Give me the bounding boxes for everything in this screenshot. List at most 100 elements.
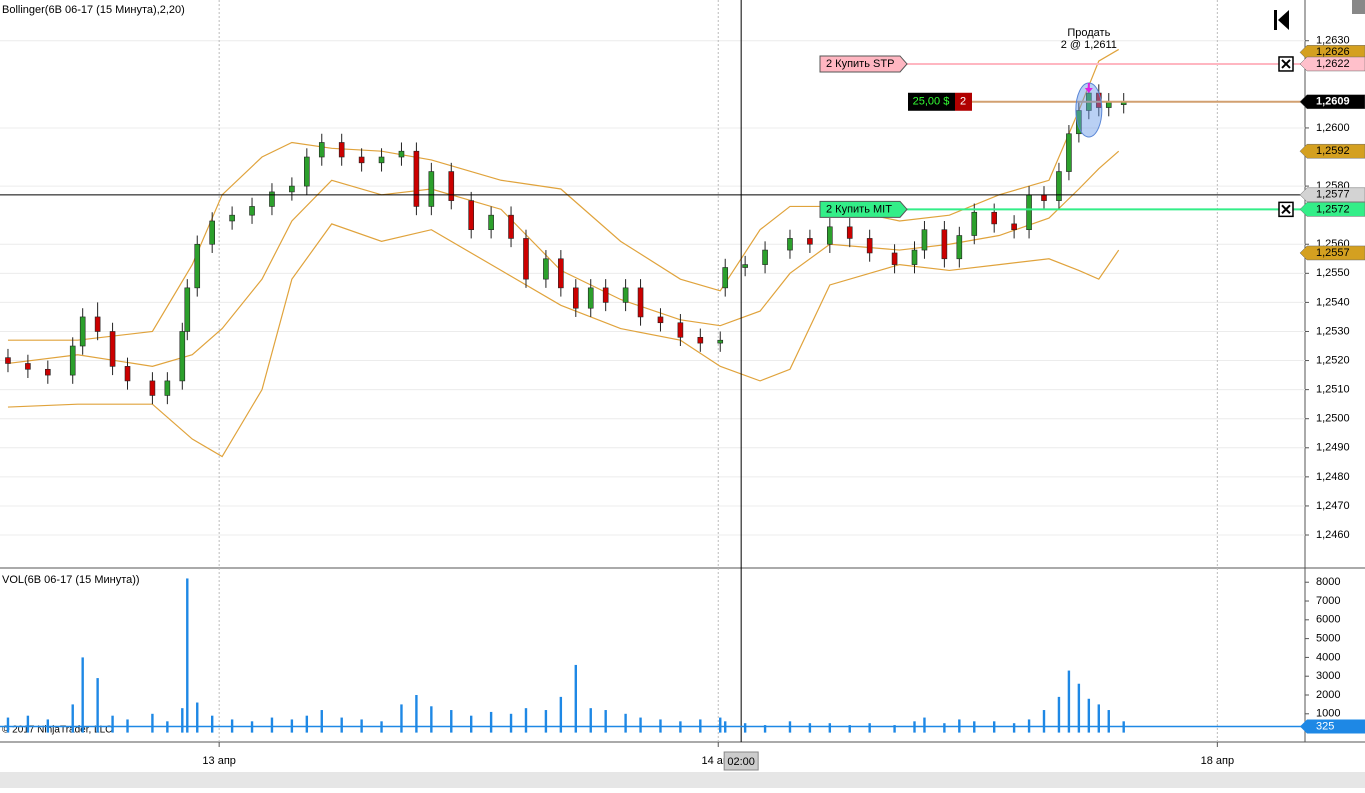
order-label-box[interactable] — [819, 55, 908, 73]
y-tick-label: 1,2480 — [1316, 471, 1350, 483]
volume-bar — [489, 711, 493, 733]
candle-body — [45, 368, 51, 376]
position-qty: 2 — [960, 96, 966, 108]
execution-arrow — [1084, 82, 1093, 93]
bollinger-lower — [7, 223, 1120, 458]
candle-body — [1066, 133, 1072, 172]
candle-body — [1056, 171, 1062, 201]
volume-bar — [111, 715, 114, 733]
y-tick-label: 1,2500 — [1316, 413, 1350, 425]
candle-body — [448, 171, 455, 201]
candle-body — [289, 185, 295, 193]
candle-body — [378, 156, 385, 164]
y-tick-label: 1,2490 — [1316, 442, 1350, 454]
candle-body — [572, 287, 579, 309]
volume-bar — [604, 710, 607, 733]
candle-body — [1026, 194, 1032, 231]
y-tick-label: 1,2510 — [1316, 384, 1350, 396]
candle-body — [1011, 223, 1017, 231]
price-marker-label: 1,2572 — [1316, 203, 1350, 215]
price-marker — [1299, 143, 1365, 159]
candle-body — [807, 238, 813, 245]
price-marker-label: 1,2626 — [1316, 46, 1350, 58]
execution-detail: 2 @ 1,2611 — [1061, 39, 1117, 51]
volume-bar — [639, 717, 642, 733]
volume-bar — [430, 706, 433, 733]
copyright: © 2017 NinjaTrader, LLC — [2, 725, 112, 736]
volume-bar — [210, 715, 214, 733]
candle-body — [398, 150, 405, 158]
candle-body — [637, 287, 644, 318]
volume-bar — [624, 713, 627, 733]
price-marker — [1299, 202, 1365, 217]
candle-body — [149, 380, 156, 396]
volume-bar — [196, 702, 199, 733]
candle-body — [164, 380, 171, 396]
window-button[interactable] — [1352, 0, 1365, 14]
candle-body — [722, 267, 729, 289]
candle-body — [428, 171, 435, 207]
x-tick-label: 18 апр — [1201, 755, 1234, 767]
volume-bar — [1087, 698, 1091, 733]
candle-body — [622, 287, 629, 303]
candle-body — [508, 214, 514, 239]
y-tick-label: 1,2540 — [1316, 296, 1350, 308]
volume-bar — [6, 717, 10, 733]
candle-body — [697, 336, 704, 344]
volume-bar — [1077, 683, 1081, 733]
y-tick-label: 7000 — [1316, 595, 1340, 607]
crosshair-time-box — [723, 751, 759, 771]
y-tick-label: 1,2530 — [1316, 325, 1350, 337]
overlays: 02:00 2 Купить STP 2 Купить MIT 25,00 $ 2 Про… — [0, 0, 1365, 771]
volume-bar — [868, 723, 871, 733]
candle-body — [488, 214, 494, 231]
price-panel-title: Bollinger(6B 06-17 (15 Минута),2,20) — [2, 4, 185, 16]
volume-bar — [509, 713, 513, 733]
order-label-box[interactable] — [819, 200, 908, 218]
price-marker-label: 1,2557 — [1316, 247, 1350, 259]
volume-bar — [559, 696, 563, 733]
candle-body — [787, 238, 793, 251]
volume-last-marker — [1300, 719, 1365, 734]
candle-body — [94, 316, 101, 332]
candle-body — [921, 229, 928, 251]
candle-body — [827, 226, 833, 245]
volume-bar — [828, 723, 832, 733]
volume-bar — [923, 717, 926, 733]
price-marker — [1299, 94, 1365, 110]
cancel-order-button[interactable] — [1278, 56, 1294, 72]
scrollbar[interactable] — [0, 772, 1365, 788]
volume-bar — [943, 723, 946, 733]
candle-body — [941, 229, 948, 260]
y-tick-label: 1,2470 — [1316, 500, 1350, 512]
y-tick-label: 5000 — [1316, 633, 1340, 645]
bollinger-middle — [7, 150, 1120, 367]
candle-body — [25, 363, 31, 370]
volume-bar — [305, 715, 309, 733]
volume-bar — [763, 725, 767, 733]
candle-body — [523, 238, 529, 280]
volume-bar — [1097, 704, 1100, 733]
candle-body — [602, 287, 609, 303]
y-tick-label: 8000 — [1316, 576, 1340, 588]
candle-body — [229, 214, 235, 222]
candle-body — [318, 142, 325, 158]
price-marker-label: 1,2592 — [1316, 145, 1350, 157]
volume-bar — [524, 708, 528, 733]
y-tick-label: 1,2520 — [1316, 354, 1350, 366]
cancel-order-button[interactable] — [1278, 201, 1294, 218]
candle-body — [762, 249, 768, 265]
go-to-start-icon[interactable] — [1274, 10, 1289, 30]
order-label: 2 Купить STP — [826, 58, 894, 70]
price-marker-label: 1,2577 — [1316, 189, 1350, 201]
volume-bar — [544, 710, 548, 733]
y-tick-label: 6000 — [1316, 614, 1340, 626]
candle-body — [587, 287, 594, 309]
candle-body — [194, 243, 201, 289]
volume-bar — [151, 713, 154, 733]
candle-body — [891, 252, 898, 265]
candle-body — [911, 249, 918, 265]
candle-body — [971, 211, 978, 236]
cancel-x — [1281, 59, 1291, 69]
candle-body — [558, 258, 564, 289]
